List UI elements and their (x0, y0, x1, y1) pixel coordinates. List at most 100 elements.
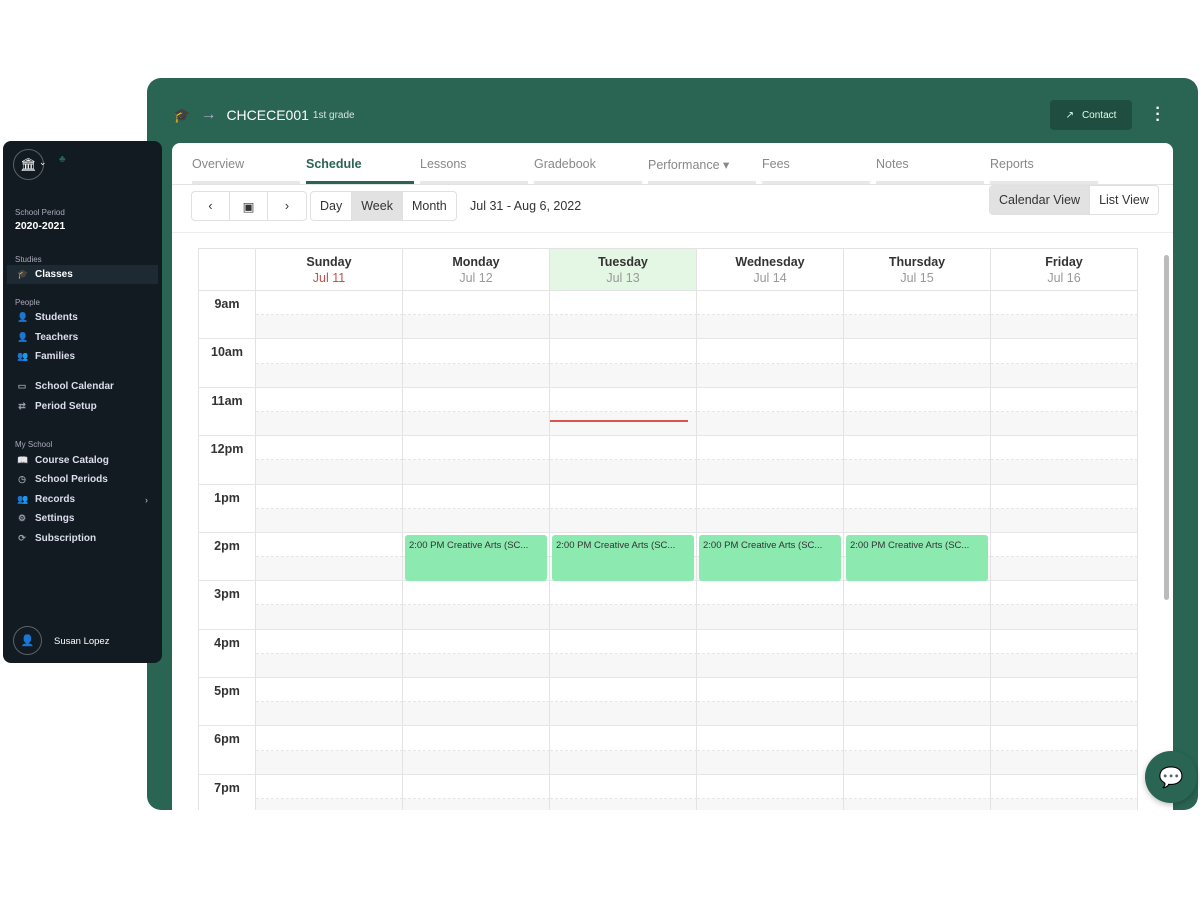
time-slot[interactable] (550, 363, 697, 388)
event-block[interactable]: 2:00 PM Creative Arts (SC... (846, 534, 988, 581)
time-slot[interactable] (991, 315, 1138, 340)
time-slot[interactable] (697, 411, 844, 437)
time-slot[interactable] (403, 726, 550, 751)
time-slot[interactable] (256, 411, 403, 437)
sidebar-item-subscription[interactable]: ⟳ Subscription (7, 529, 158, 548)
time-slot[interactable] (697, 653, 844, 678)
time-slot[interactable] (697, 291, 844, 316)
event-block[interactable]: 2:00 PM Creative Arts (SC... (405, 534, 547, 581)
month-button[interactable]: Month (411, 199, 447, 213)
time-slot[interactable] (697, 339, 844, 364)
time-slot[interactable] (403, 702, 550, 727)
time-slot[interactable]: 2:00 PM Creative Arts (SC... (697, 532, 844, 581)
time-slot[interactable] (991, 774, 1138, 799)
time-slot[interactable] (550, 339, 697, 364)
sidebar-item-settings[interactable]: ⚙ Settings (7, 509, 158, 528)
time-slot[interactable] (550, 605, 697, 630)
event-block[interactable]: 2:00 PM Creative Arts (SC... (552, 534, 694, 581)
time-slot[interactable] (991, 798, 1138, 810)
time-slot[interactable] (403, 678, 550, 703)
time-slot[interactable] (403, 774, 550, 799)
time-slot[interactable] (403, 436, 550, 461)
time-slot[interactable] (844, 387, 991, 412)
sidebar-item-records[interactable]: 👥 Records › (7, 490, 158, 509)
time-slot[interactable] (403, 508, 550, 533)
school-icon[interactable]: 🏛 (13, 149, 44, 180)
user-avatar-icon[interactable]: 👤 (13, 626, 42, 655)
day-header[interactable]: Tuesday Jul 13 (550, 249, 697, 290)
time-slot[interactable] (991, 339, 1138, 364)
time-slot[interactable] (844, 798, 991, 810)
time-slot[interactable] (256, 605, 403, 630)
tab-gradebook[interactable]: Gradebook (534, 143, 648, 184)
time-slot[interactable] (256, 557, 403, 582)
time-slot[interactable] (256, 315, 403, 340)
time-slot[interactable]: 2:00 PM Creative Arts (SC... (844, 532, 991, 581)
time-slot[interactable] (256, 581, 403, 606)
time-slot[interactable] (991, 291, 1138, 316)
sidebar-item-school-calendar[interactable]: ▭ School Calendar (7, 377, 158, 396)
time-slot[interactable] (844, 363, 991, 388)
time-slot[interactable] (550, 436, 697, 461)
time-slot[interactable] (697, 605, 844, 630)
time-slot[interactable] (697, 750, 844, 775)
day-header[interactable]: Monday Jul 12 (403, 249, 550, 290)
day-header[interactable]: Wednesday Jul 14 (697, 249, 844, 290)
time-slot[interactable] (550, 581, 697, 606)
time-slot[interactable] (256, 532, 403, 558)
time-slot[interactable] (991, 702, 1138, 727)
prev-button[interactable]: ‹ (192, 192, 230, 220)
time-slot[interactable] (550, 798, 697, 810)
time-slot[interactable] (550, 653, 697, 678)
sidebar-item-families[interactable]: 👥 Families (7, 347, 158, 366)
time-slot[interactable] (697, 387, 844, 412)
time-slot[interactable] (844, 629, 991, 654)
time-slot[interactable] (697, 363, 844, 388)
sidebar-item-students[interactable]: 👤 Students (7, 308, 158, 327)
time-slot[interactable] (256, 460, 403, 485)
time-slot[interactable] (991, 436, 1138, 461)
time-slot[interactable] (844, 291, 991, 316)
time-slot[interactable] (991, 460, 1138, 485)
time-slot[interactable] (256, 508, 403, 533)
time-slot[interactable] (403, 605, 550, 630)
time-slot[interactable] (403, 411, 550, 437)
day-button[interactable]: Day (311, 192, 353, 220)
time-slot[interactable] (991, 750, 1138, 775)
time-slot[interactable] (403, 798, 550, 810)
time-slot[interactable] (550, 315, 697, 340)
time-slot[interactable] (550, 678, 697, 703)
sidebar-item-period-setup[interactable]: ⇄ Period Setup (7, 397, 158, 416)
time-slot[interactable] (844, 678, 991, 703)
time-slot[interactable] (844, 774, 991, 799)
time-slot[interactable] (550, 726, 697, 751)
time-slot[interactable] (844, 653, 991, 678)
time-slot[interactable] (403, 629, 550, 654)
time-slot[interactable] (256, 678, 403, 703)
list-view-button[interactable]: List View (1099, 193, 1149, 207)
time-slot[interactable] (256, 750, 403, 775)
sidebar-item-teachers[interactable]: 👤 Teachers (7, 328, 158, 347)
time-slot[interactable] (403, 653, 550, 678)
time-slot[interactable] (403, 339, 550, 364)
tab-schedule[interactable]: Schedule (306, 143, 420, 184)
time-slot[interactable] (844, 750, 991, 775)
time-slot[interactable] (403, 484, 550, 509)
time-slot[interactable] (550, 750, 697, 775)
time-slot[interactable] (697, 315, 844, 340)
time-slot[interactable] (697, 436, 844, 461)
time-slot[interactable] (844, 315, 991, 340)
tab-notes[interactable]: Notes (876, 143, 990, 184)
time-slot[interactable] (403, 460, 550, 485)
time-slot[interactable] (697, 484, 844, 509)
week-button[interactable]: Week (352, 192, 403, 220)
time-slot[interactable] (697, 581, 844, 606)
time-slot[interactable] (844, 605, 991, 630)
day-header[interactable]: Friday Jul 16 (991, 249, 1138, 290)
time-slot[interactable] (550, 702, 697, 727)
time-slot[interactable] (256, 653, 403, 678)
time-slot[interactable] (550, 629, 697, 654)
time-slot[interactable] (256, 702, 403, 727)
time-slot[interactable] (256, 363, 403, 388)
time-slot[interactable] (991, 557, 1138, 582)
